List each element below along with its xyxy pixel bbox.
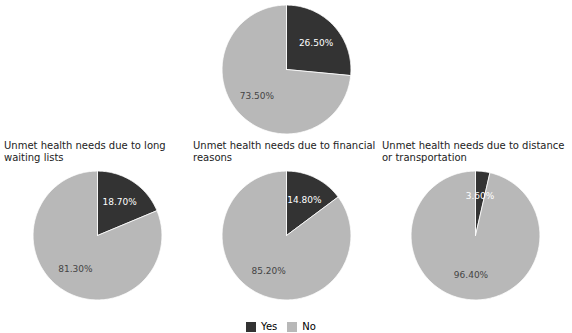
svg-text:3.60%: 3.60% (466, 191, 495, 201)
html-text:Unmet health needs due to long: Unmet health needs due to long waiting l… (4, 140, 166, 163)
svg-text:26.50%: 26.50% (299, 37, 334, 47)
svg-text:96.40%: 96.40% (454, 270, 489, 280)
svg-text:18.70%: 18.70% (102, 197, 137, 207)
html-text:Unmet health needs due to dist: Unmet health needs due to distance or tr… (382, 140, 565, 163)
svg-text:14.80%: 14.80% (287, 195, 322, 205)
html-text:Unmet health needs due to fina: Unmet health needs due to financial reas… (193, 140, 376, 163)
svg-text:85.20%: 85.20% (251, 266, 286, 276)
svg-text:81.30%: 81.30% (58, 264, 93, 274)
svg-text:73.50%: 73.50% (240, 91, 275, 101)
html-text:No: No (302, 321, 316, 332)
html-text:Yes: Yes (261, 321, 278, 332)
